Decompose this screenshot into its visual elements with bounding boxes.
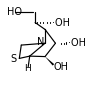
Text: OH: OH [54, 62, 69, 72]
Text: ·OH: ·OH [52, 18, 70, 28]
Text: HO: HO [7, 7, 22, 17]
Polygon shape [45, 57, 54, 66]
Text: S: S [11, 54, 17, 64]
Text: N: N [37, 37, 44, 47]
Text: H: H [24, 64, 31, 73]
Text: ·OH: ·OH [68, 38, 86, 48]
